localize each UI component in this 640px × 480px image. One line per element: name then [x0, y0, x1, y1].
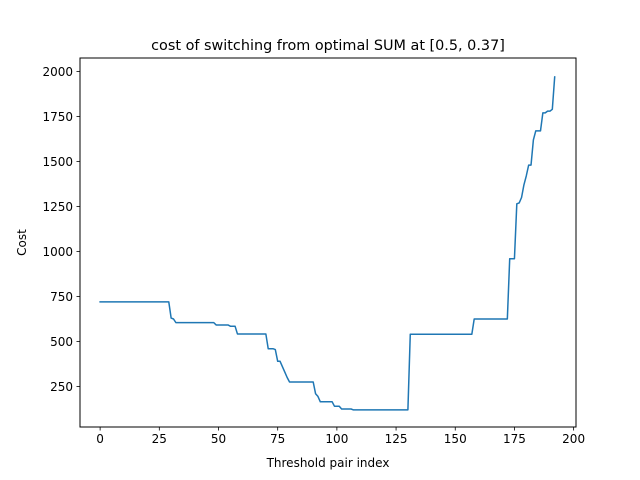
x-tick-label: 75 — [270, 432, 285, 446]
y-axis-label: Cost — [15, 229, 29, 256]
y-tick-label: 1000 — [42, 245, 73, 259]
x-tick-label: 100 — [325, 432, 348, 446]
series-line-0 — [99, 76, 556, 411]
y-tick-label: 1500 — [42, 155, 73, 169]
x-tick-label: 175 — [503, 432, 526, 446]
y-tick-label: 1250 — [42, 200, 73, 214]
chart-title: cost of switching from optimal SUM at [0… — [151, 38, 505, 54]
axes-frame — [79, 57, 577, 428]
x-tick-label: 50 — [211, 432, 226, 446]
x-axis-label: Threshold pair index — [266, 456, 390, 470]
x-tick-label: 25 — [152, 432, 167, 446]
x-tick-label: 125 — [385, 432, 408, 446]
y-tick-label: 250 — [50, 380, 73, 394]
y-tick-label: 500 — [50, 335, 73, 349]
x-tick-label: 0 — [96, 432, 104, 446]
y-tick-label: 750 — [50, 290, 73, 304]
x-tick-label: 150 — [444, 432, 467, 446]
y-tick-label: 2000 — [42, 65, 73, 79]
y-tick-label: 1750 — [42, 110, 73, 124]
plot-area: 0 25 50 75 100 125 150 175 200 250 500 750 1000 1250 1… — [42, 65, 585, 446]
x-tick-label: 200 — [562, 432, 585, 446]
